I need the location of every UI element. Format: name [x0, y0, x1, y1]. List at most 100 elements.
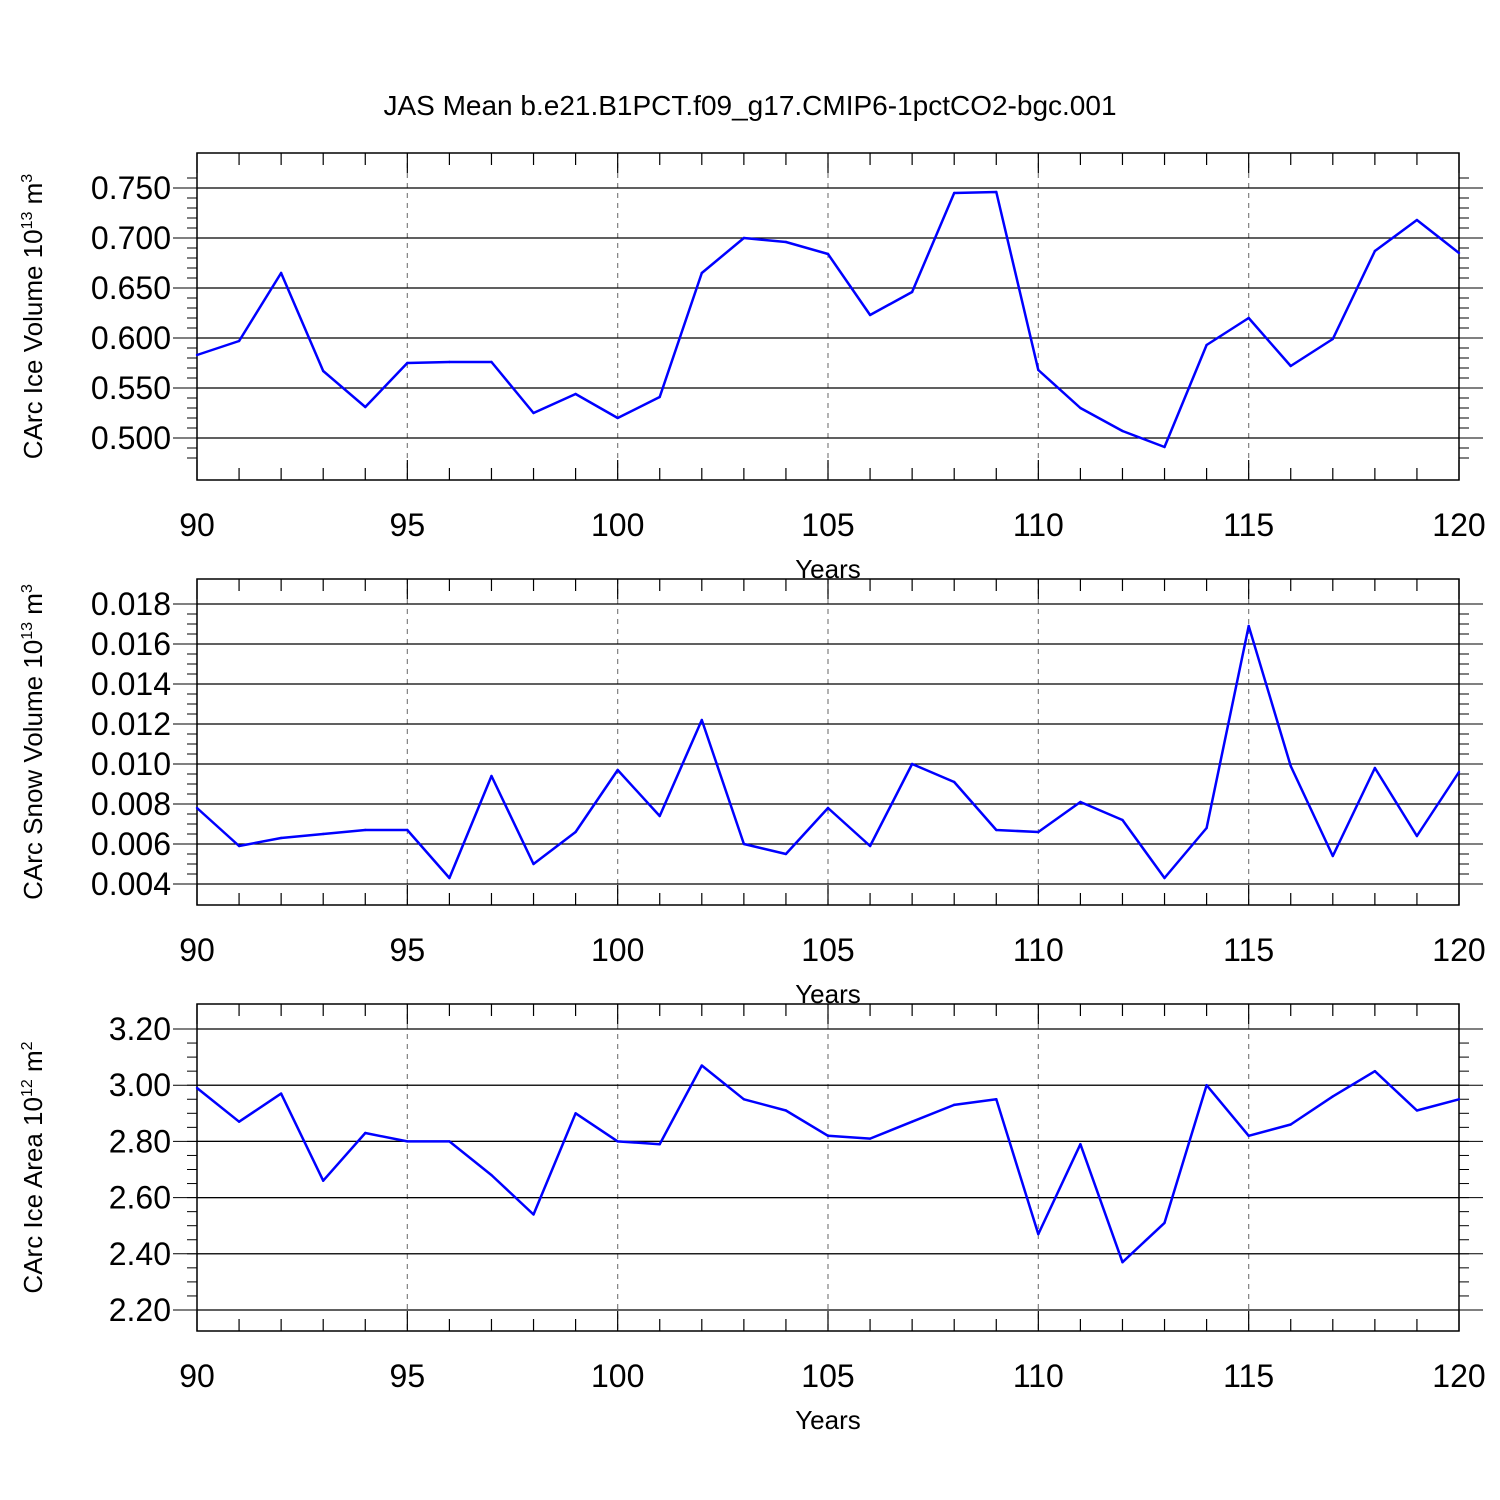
x-axis-label: Years — [795, 1405, 861, 1435]
data-point — [784, 1109, 788, 1112]
x-tick-label: 100 — [591, 932, 644, 968]
data-point — [910, 290, 914, 294]
data-point — [868, 1137, 872, 1140]
data-point — [616, 768, 619, 772]
data-point — [1289, 1123, 1292, 1126]
x-tick-label: 115 — [1223, 932, 1274, 968]
x-tick-label: 90 — [179, 507, 215, 543]
data-point — [532, 1213, 535, 1216]
data-point — [1163, 445, 1166, 449]
x-tick-label: 105 — [801, 1358, 854, 1394]
y-tick-label: 0.600 — [91, 320, 171, 356]
y-axis-label: CArc Ice Area 1012 m2 — [18, 1041, 48, 1293]
data-point — [237, 1120, 241, 1123]
data-point — [1205, 826, 1208, 830]
x-tick-label: 115 — [1223, 1358, 1274, 1394]
chart-title: JAS Mean b.e21.B1PCT.f09_g17.CMIP6-1pctC… — [383, 90, 1116, 121]
data-point — [1331, 337, 1335, 341]
data-point — [1457, 251, 1461, 255]
data-point — [1247, 1134, 1250, 1137]
y-tick-label: 3.20 — [109, 1011, 171, 1047]
y-tick-label: 0.014 — [91, 666, 171, 702]
panel-ice-area: 2.20 2.40 2.60 2.80 3.00 3.20 90 95 100 105 110 115… — [18, 1003, 1486, 1435]
x-tick-label: 95 — [390, 1358, 426, 1394]
data-point — [1331, 1095, 1335, 1098]
data-point — [195, 353, 199, 357]
data-point — [1415, 218, 1419, 222]
data-point — [574, 1112, 577, 1115]
y-axis-label: CArc Ice Volume 1013 m3 — [18, 174, 48, 459]
data-point — [279, 1092, 283, 1095]
data-point — [279, 271, 283, 275]
data-point — [406, 1140, 409, 1143]
data-point — [406, 361, 409, 365]
data-point — [1373, 766, 1377, 770]
data-point — [700, 271, 703, 275]
data-point — [1121, 818, 1124, 822]
data-point — [1247, 624, 1250, 628]
data-point — [910, 1120, 914, 1123]
data-point — [953, 780, 956, 784]
data-point — [700, 1064, 703, 1067]
y-tick-label: 0.006 — [91, 826, 171, 862]
data-point — [616, 1140, 619, 1143]
y-tick-label: 0.018 — [91, 586, 171, 622]
series-line-ice-volume — [196, 190, 1460, 449]
data-point — [1457, 1098, 1461, 1101]
data-point — [658, 1143, 661, 1146]
data-point — [1205, 1084, 1208, 1087]
data-point — [1373, 1069, 1377, 1073]
data-point — [658, 395, 661, 399]
y-tick-label: 0.004 — [91, 866, 171, 902]
data-point — [995, 1098, 998, 1101]
data-point — [1079, 1143, 1082, 1146]
y-tick-label: 2.40 — [109, 1236, 171, 1272]
data-point — [995, 828, 998, 832]
data-point — [1247, 316, 1250, 320]
data-point — [1037, 1232, 1040, 1236]
y-tick-label: 2.80 — [109, 1123, 171, 1159]
data-point — [322, 832, 325, 836]
y-tick-label: 0.650 — [91, 270, 171, 306]
data-point — [448, 876, 451, 880]
x-tick-label: 115 — [1223, 507, 1274, 543]
data-point — [490, 360, 493, 364]
data-point — [742, 842, 746, 846]
data-point — [364, 828, 367, 832]
data-point — [490, 774, 493, 778]
x-tick-label: 110 — [1013, 1358, 1064, 1394]
x-tick-label: 120 — [1432, 1358, 1485, 1394]
x-tick-label: 95 — [390, 932, 426, 968]
y-tick-label: 0.012 — [91, 706, 171, 742]
y-tick-label: 2.20 — [109, 1292, 171, 1328]
data-point — [995, 190, 998, 194]
data-point — [1037, 368, 1040, 372]
data-point — [953, 1103, 956, 1107]
y-tick-label: 0.008 — [91, 786, 171, 822]
x-tick-label: 100 — [591, 1358, 644, 1394]
data-point — [1163, 1221, 1166, 1225]
data-point — [1037, 830, 1040, 834]
data-point — [448, 1140, 451, 1143]
data-point — [826, 1134, 830, 1137]
data-point — [826, 806, 830, 810]
x-tick-label: 90 — [179, 1358, 215, 1394]
data-point — [1289, 364, 1292, 368]
data-point — [742, 236, 746, 240]
y-tick-label: 2.60 — [109, 1180, 171, 1216]
data-point — [195, 1086, 199, 1090]
data-point — [1289, 764, 1292, 768]
data-point — [322, 1179, 325, 1182]
data-point — [658, 814, 661, 818]
data-point — [1415, 834, 1419, 838]
data-point — [574, 392, 577, 396]
data-point — [1079, 406, 1082, 410]
data-point — [1163, 876, 1166, 880]
data-point — [1121, 1261, 1124, 1264]
data-point — [1079, 800, 1082, 804]
panel-ice-volume: 0.500 0.550 0.600 0.650 0.700 0.750 90 95 100 105… — [18, 152, 1486, 584]
data-point — [322, 369, 325, 373]
y-tick-label: 0.016 — [91, 626, 171, 662]
x-tick-label: 100 — [591, 507, 644, 543]
